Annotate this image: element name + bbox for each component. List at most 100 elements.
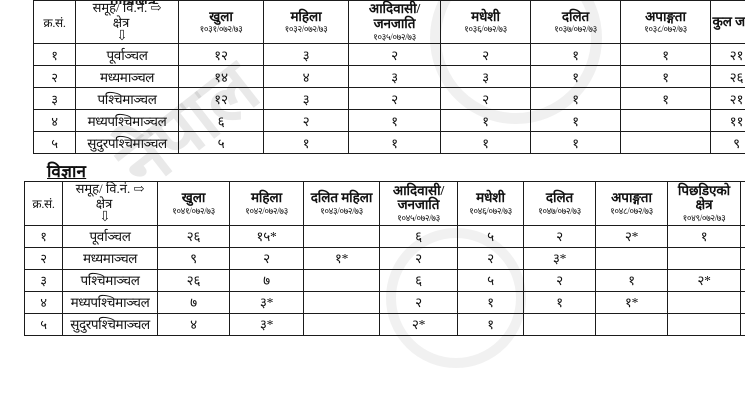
cell-adivasi: २ <box>379 290 458 314</box>
cell-sn: ४ <box>24 290 63 314</box>
cell-madhesi: २ <box>440 87 531 111</box>
th-pichhadieko-code: १०४९/०७२/७३ <box>682 212 726 223</box>
cell-total: २१ <box>710 43 745 67</box>
cell-adivasi: ६ <box>379 268 458 292</box>
cell-madhesi: ५ <box>457 268 524 292</box>
cell-dalit-mahila <box>303 268 380 292</box>
th-total-title: कुल जम्मा <box>741 189 745 218</box>
cell-region: सुदुरपश्चिमाञ्चल <box>62 312 158 336</box>
cell-sn: ३ <box>33 87 76 111</box>
cell-pichhadieko: २* <box>667 268 741 292</box>
cell-total: ५७ <box>740 224 745 248</box>
th-pichhadieko-kshetra: पिछडिएको क्षेत्र १०४९/०७२/७३ <box>667 181 741 226</box>
cell-mahila: ४ <box>263 65 349 89</box>
th-total-title: कुल जम्मा <box>712 13 745 29</box>
cell-khula: ५ <box>178 131 264 155</box>
cell-adivasi: १ <box>348 131 441 155</box>
table-row: ५ सुदुरपश्चिमाञ्चल ४ ३* २* १ १० <box>24 312 745 336</box>
th-khula: खुला १०४१/०७२/७३ <box>157 181 230 226</box>
th-madhesi: मधेशी १०३६/०७२/७३ <box>440 0 531 45</box>
table-two-header-row: क्र.सं. समूह/ वि.नं. ⇨ क्षेत्र ⇩ खुला १०… <box>24 181 745 226</box>
cell-apangata: १ <box>620 43 711 67</box>
th-mahila: महिला १०४२/०७२/७३ <box>229 181 304 226</box>
cell-adivasi: १ <box>348 109 441 133</box>
cell-total: ९ <box>710 131 745 155</box>
th-apangata: अपाङ्गता १०४८/०७२/७३ <box>595 181 668 226</box>
cell-apangata: १ <box>595 268 668 292</box>
cell-dalit: ३* <box>523 246 596 270</box>
cell-region: मध्यपश्चिमाञ्चल <box>62 290 158 314</box>
cell-dalit-mahila: १* <box>303 246 380 270</box>
th-dalit-code: १०४७/०७२/७३ <box>538 205 581 216</box>
table-two: क्र.सं. समूह/ वि.नं. ⇨ क्षेत्र ⇩ खुला १०… <box>24 181 745 336</box>
cell-sn: ५ <box>24 312 63 336</box>
cell-khula: २६ <box>157 268 230 292</box>
table-row: ३ पश्चिमाञ्चल १२ ३ २ २ १ १ २१ <box>33 87 745 111</box>
cell-total: ४९ <box>740 268 745 292</box>
th-serial: क्र.सं. <box>24 181 63 226</box>
th-adivasi-janajati: आदिवासी/ जनजाति १०३५/०७२/७३ <box>348 0 441 45</box>
cell-pichhadieko <box>667 246 741 270</box>
th-dalit: दलित १०४७/०७२/७३ <box>523 181 596 226</box>
th-apangata-title: अपाङ्गता <box>645 8 686 24</box>
cell-apangata: १ <box>620 87 711 111</box>
cell-sn: ४ <box>33 109 76 133</box>
cell-apangata: १* <box>595 290 668 314</box>
cell-khula: ७ <box>157 290 230 314</box>
section-title-vigyan: विज्ञान <box>47 162 87 182</box>
th-total: कुल जम्मा <box>710 0 745 45</box>
th-mahila-code: १०३२/०७२/७३ <box>284 24 328 35</box>
th-serial: क्र.सं. <box>33 0 76 45</box>
cell-khula: २६ <box>157 224 230 248</box>
cell-apangata: २* <box>595 224 668 248</box>
cell-sn: १ <box>24 224 63 248</box>
cell-pichhadieko <box>667 290 741 314</box>
cell-adivasi: ६ <box>379 224 458 248</box>
cell-sn: ५ <box>33 131 76 155</box>
table-row: ४ मध्यपश्चिमाञ्चल ६ २ १ १ १ ११ <box>33 109 745 133</box>
th-apangata-code: १०४८/०७२/७३ <box>610 205 653 216</box>
arrow-right-icon: ⇨ <box>133 181 145 197</box>
cell-sn: १ <box>33 43 76 67</box>
cell-khula: १४ <box>178 65 264 89</box>
cell-adivasi: २ <box>348 87 441 111</box>
cell-adivasi: ३ <box>348 65 441 89</box>
cell-mahila: २ <box>229 246 304 270</box>
cell-madhesi: १ <box>440 109 531 133</box>
th-adivasi-code: १०३५/०७२/७३ <box>373 31 416 42</box>
th-khula: खुला १०३१/०७२/७३ <box>178 0 264 45</box>
cell-madhesi: १ <box>457 290 524 314</box>
arrow-right-icon: ⇨ <box>150 0 162 15</box>
table-one: क्र.सं. समूह/ वि.नं. ⇨ क्षेत्र ⇩ खुला १०… <box>33 0 745 155</box>
th-group-region: समूह/ वि.नं. ⇨ क्षेत्र ⇩ <box>75 0 179 45</box>
cell-region: मध्यपश्चिमाञ्चल <box>75 109 179 133</box>
th-group-line1: समूह/ वि.नं. ⇨ <box>92 0 162 15</box>
cell-sn: ३ <box>24 268 63 292</box>
cell-pichhadieko: १ <box>667 224 741 248</box>
cell-mahila: ३ <box>263 87 349 111</box>
th-apangata-title: अपाङ्गता <box>611 190 652 206</box>
cell-dalit: २ <box>523 268 596 292</box>
cell-dalit: १ <box>530 109 621 133</box>
th-pichhadieko-title: पिछडिएको क्षेत्र <box>677 182 731 213</box>
cell-dalit-mahila <box>303 312 380 336</box>
cell-region: सुदुरपश्चिमाञ्चल <box>75 131 179 155</box>
cell-dalit: २ <box>523 224 596 248</box>
th-dalit-mahila-title: दलित महिला <box>310 190 373 206</box>
cell-region: पूर्वाञ्चल <box>62 224 158 248</box>
cell-region: पूर्वाञ्चल <box>75 43 179 67</box>
th-total: कुल जम्मा <box>740 181 745 226</box>
th-adivasi-janajati: आदिवासी/ जनजाति १०४५/०७२/७३ <box>379 181 458 226</box>
th-dalit-mahila: दलित महिला १०४३/०७२/७३ <box>303 181 380 226</box>
cell-dalit: १ <box>530 87 621 111</box>
cell-adivasi: २* <box>379 312 458 336</box>
cell-adivasi: २ <box>379 246 458 270</box>
table-row: २ मध्यमाञ्चल ९ २ १* २ २ ३* १९ <box>24 246 745 270</box>
th-mahila: महिला १०३२/०७२/७३ <box>263 0 349 45</box>
th-apangata-code: १०३८/०७२/७३ <box>644 24 687 35</box>
th-mahila-code: १०४२/०७२/७३ <box>245 205 288 216</box>
th-adivasi-code: १०४५/०७२/७३ <box>397 212 440 223</box>
cell-mahila: ३* <box>229 290 304 314</box>
th-khula-title: खुला <box>181 190 206 206</box>
cell-sn: २ <box>33 65 76 89</box>
